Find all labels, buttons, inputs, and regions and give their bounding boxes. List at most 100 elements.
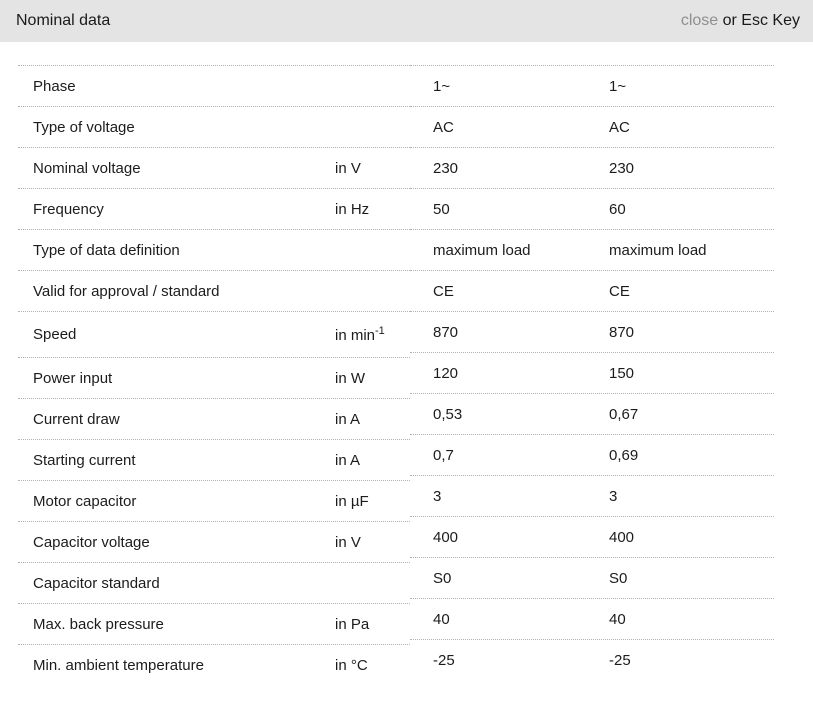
close-hint: or Esc Key [718,12,800,29]
close-area: close or Esc Key [681,12,800,30]
value-cell-1: 230 [433,159,459,177]
value-cell-2: 870 [609,323,635,341]
row-unit: in V [335,159,410,177]
row-unit-text: in W [335,370,365,387]
table-row: Type of data definition [18,229,410,270]
table-row: Power input in W [18,357,410,398]
table-row: 40 40 [410,598,774,639]
row-unit: in µF [335,492,410,510]
labels-units-table: Phase Type of voltage Nominal voltage in… [18,65,410,685]
table-row: 0,53 0,67 [410,393,774,434]
value-cell-1: maximum load [433,241,531,259]
row-unit-text: in °C [335,657,368,674]
value-cell-1: 120 [433,364,459,382]
row-unit: in A [335,451,410,469]
value-cell-1: 50 [433,200,450,218]
value-cell-2: 0,69 [609,446,639,464]
row-label: Speed [33,326,77,343]
value-cell-2: CE [609,282,630,300]
row-unit: in Pa [335,615,410,633]
row-unit-text: in V [335,160,361,177]
values-table: 1~ 1~ AC AC 230 230 50 60 maximum load m… [410,65,774,680]
dialog-header: Nominal data close or Esc Key [0,0,813,42]
close-button[interactable]: close [680,12,719,29]
table-row: CE CE [410,270,774,311]
table-row: 0,7 0,69 [410,434,774,475]
table-row: Current draw in A [18,398,410,439]
value-cell-1: 0,7 [433,446,454,464]
row-unit-text: in A [335,452,361,469]
value-cell-2: 1~ [609,77,627,95]
row-label: Min. ambient temperature [33,656,204,674]
table-row: Speed in min-1 [18,311,410,357]
value-cell-2: 400 [609,528,635,546]
table-row: Capacitor standard [18,562,410,603]
value-cell-1: CE [433,282,454,300]
table-row: -25 -25 [410,639,774,680]
table-row: Starting current in A [18,439,410,480]
row-label: Max. back pressure [33,615,164,633]
value-cell-1: 0,53 [433,405,463,423]
value-cell-1: 870 [433,323,459,341]
value-cell-2: 40 [609,610,626,628]
table-row: Phase [18,65,410,106]
table-row: 870 870 [410,311,774,352]
table-row: AC AC [410,106,774,147]
table-row: Nominal voltage in V [18,147,410,188]
row-unit: in V [335,533,410,551]
row-unit-text: in A [335,411,361,428]
value-cell-1: 1~ [433,77,451,95]
row-label: Valid for approval / standard [33,282,220,300]
row-unit-text: in Pa [335,616,370,633]
row-label: Motor capacitor [33,492,137,510]
row-label: Power input [33,369,113,387]
value-cell-1: -25 [433,651,455,669]
row-unit-text: in Hz [335,201,370,218]
value-cell-1: 400 [433,528,459,546]
table-row: maximum load maximum load [410,229,774,270]
table-row: 400 400 [410,516,774,557]
row-unit-text: in min [335,326,376,344]
row-unit: in min-1 [335,324,410,344]
value-cell-2: S0 [609,569,628,587]
row-label: Capacitor standard [33,574,160,592]
row-unit: in °C [335,656,410,674]
row-label: Current draw [33,410,120,428]
row-label: Frequency [33,200,104,218]
table-row: 1~ 1~ [410,65,774,106]
table-row: 50 60 [410,188,774,229]
row-unit-text: in µF [335,493,369,510]
row-unit: in W [335,369,410,387]
table-row: Min. ambient temperature in °C [18,644,410,685]
table-row: 230 230 [410,147,774,188]
value-cell-2: maximum load [609,241,707,259]
value-cell-1: 3 [433,487,442,505]
page-title: Nominal data [16,12,111,29]
value-cell-1: AC [433,118,454,136]
table-row: S0 S0 [410,557,774,598]
row-label: Type of data definition [33,241,180,259]
table-row: Type of voltage [18,106,410,147]
row-label: Nominal voltage [33,159,141,177]
row-label: Starting current [33,451,136,469]
nominal-data-table: Phase Type of voltage Nominal voltage in… [18,65,774,685]
row-unit: in Hz [335,200,410,218]
value-cell-2: 230 [609,159,635,177]
table-row: 120 150 [410,352,774,393]
value-cell-2: AC [609,118,630,136]
row-unit-text: in V [335,534,361,551]
table-row: Motor capacitor in µF [18,480,410,521]
value-cell-2: -25 [609,651,631,669]
value-cell-2: 0,67 [609,405,639,423]
table-row: Capacitor voltage in V [18,521,410,562]
value-cell-2: 3 [609,487,618,505]
table-row: Frequency in Hz [18,188,410,229]
row-label: Capacitor voltage [33,533,150,551]
value-cell-2: 60 [609,200,626,218]
row-unit: in A [335,410,410,428]
row-unit-superscript: -1 [375,324,385,337]
value-cell-2: 150 [609,364,635,382]
nominal-data-dialog: Nominal data close or Esc Key Phase Type… [0,0,813,685]
table-row: Max. back pressure in Pa [18,603,410,644]
table-row: Valid for approval / standard [18,270,410,311]
